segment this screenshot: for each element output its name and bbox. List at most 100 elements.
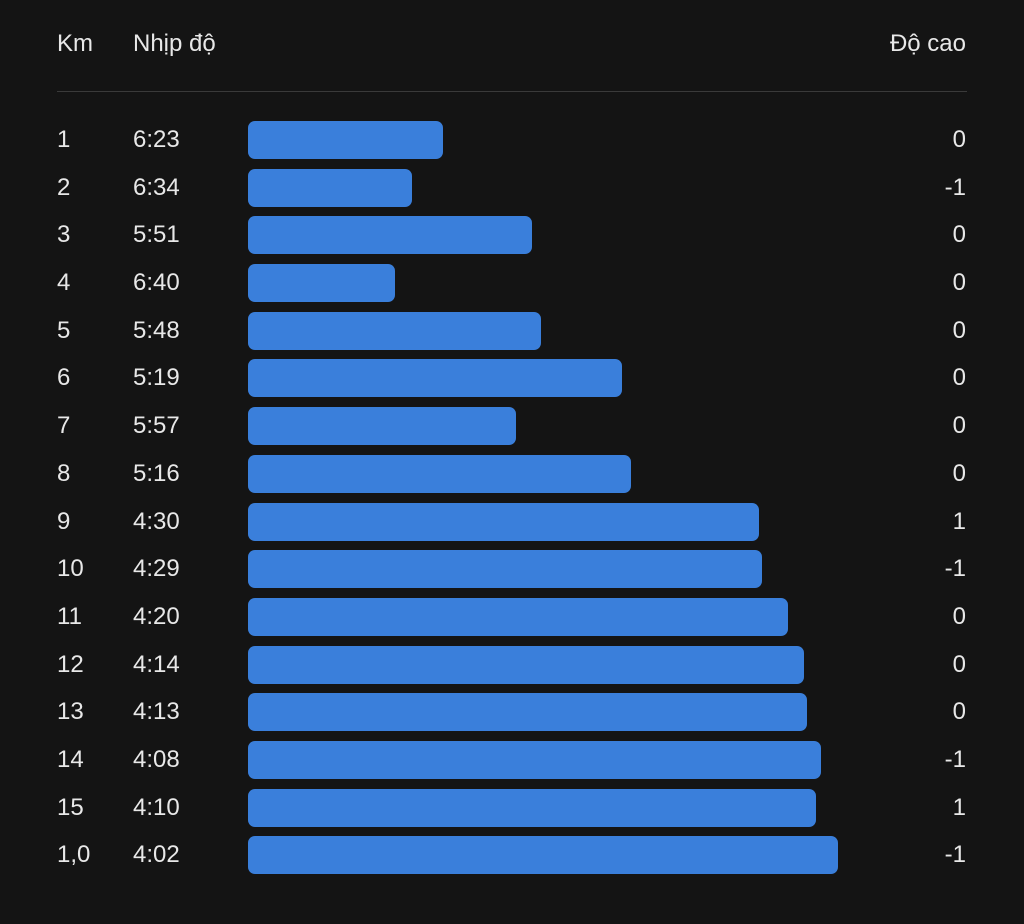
split-km: 4 [57,269,71,297]
split-row: 5 5:48 0 [0,307,1024,355]
split-pace: 6:40 [133,269,180,297]
pace-bar-track [248,359,868,398]
split-km: 10 [57,555,84,583]
split-km: 8 [57,459,71,487]
pace-bar [248,168,412,207]
split-elevation: 1 [952,793,966,821]
split-pace: 5:57 [133,412,180,440]
pace-bar-track [248,216,868,255]
pace-bar [248,454,631,493]
pace-bar-track [248,407,868,446]
pace-bar [248,550,763,589]
pace-column-header: Nhịp độ [133,30,216,57]
split-pace: 4:02 [133,841,180,869]
split-elevation: -1 [944,745,966,773]
split-km: 2 [57,173,71,201]
pace-bar [248,836,838,875]
split-km: 3 [57,221,71,249]
split-row: 1 6:23 0 [0,116,1024,164]
pace-bar-track [248,693,868,732]
split-pace: 4:10 [133,793,180,821]
split-row: 8 5:16 0 [0,450,1024,498]
split-km: 15 [57,793,84,821]
pace-bar-track [248,788,868,827]
split-pace: 4:14 [133,650,180,678]
split-km: 9 [57,507,71,535]
split-row: 4 6:40 0 [0,259,1024,307]
pace-bar [248,264,395,303]
split-km: 6 [57,364,71,392]
pace-bar-track [248,550,868,589]
split-pace: 4:29 [133,555,180,583]
pace-bar-track [248,454,868,493]
split-elevation: 0 [952,126,966,153]
split-km: 12 [57,650,84,678]
pace-bar [248,740,822,779]
split-row: 11 4:20 0 [0,593,1024,641]
split-row: 13 4:13 0 [0,688,1024,736]
splits-list: 1 6:23 0 2 6:34 -1 3 5:51 0 4 6:40 0 5 5:48 0 6 5:19 0 7 5:… [0,116,1024,879]
split-pace: 6:23 [133,126,180,153]
split-row: 14 4:08 -1 [0,736,1024,784]
split-pace: 4:20 [133,602,180,630]
pace-bar [248,693,808,732]
split-km: 5 [57,316,71,344]
split-pace: 5:48 [133,316,180,344]
splits-header: Km Nhịp độ Độ cao [0,0,1024,92]
split-elevation: 1 [952,507,966,535]
split-pace: 5:16 [133,459,180,487]
pace-bar [248,788,816,827]
split-row: 10 4:29 -1 [0,545,1024,593]
split-km: 1,0 [57,841,91,869]
split-row: 2 6:34 -1 [0,164,1024,212]
split-row: 7 5:57 0 [0,402,1024,450]
km-column-header: Km [57,30,93,57]
pace-bar [248,645,805,684]
pace-bar [248,121,443,159]
split-km: 13 [57,698,84,726]
split-elevation: -1 [944,555,966,583]
pace-bar [248,502,760,541]
split-km: 1 [57,126,71,153]
elevation-column-header: Độ cao [889,30,966,57]
split-row: 12 4:14 0 [0,641,1024,689]
split-pace: 4:30 [133,507,180,535]
pace-bar-track [248,264,868,303]
split-elevation: -1 [944,173,966,201]
pace-bar-track [248,168,868,207]
pace-bar-track [248,740,868,779]
split-pace: 6:34 [133,173,180,201]
header-divider [57,91,967,92]
split-elevation: 0 [952,459,966,487]
pace-bar-track [248,597,868,636]
split-pace: 5:19 [133,364,180,392]
pace-bar [248,597,788,636]
split-elevation: 0 [952,650,966,678]
pace-bar [248,216,533,255]
split-row: 9 4:30 1 [0,498,1024,546]
split-elevation: 0 [952,602,966,630]
split-elevation: 0 [952,221,966,249]
split-row: 1,0 4:02 -1 [0,831,1024,879]
pace-bar [248,311,541,350]
split-elevation: 0 [952,698,966,726]
split-pace: 4:08 [133,745,180,773]
split-km: 7 [57,412,71,440]
split-row: 3 5:51 0 [0,211,1024,259]
split-elevation: -1 [944,841,966,869]
split-row: 6 5:19 0 [0,354,1024,402]
split-elevation: 0 [952,316,966,344]
pace-bar-track [248,502,868,541]
pace-bar [248,407,516,446]
pace-bar-track [248,121,868,159]
split-km: 11 [57,602,82,630]
pace-bar-track [248,645,868,684]
split-row: 15 4:10 1 [0,784,1024,832]
split-elevation: 0 [952,364,966,392]
split-km: 14 [57,745,84,773]
pace-bar [248,359,623,398]
pace-bar-track [248,836,868,875]
split-pace: 4:13 [133,698,180,726]
split-elevation: 0 [952,269,966,297]
split-pace: 5:51 [133,221,180,249]
